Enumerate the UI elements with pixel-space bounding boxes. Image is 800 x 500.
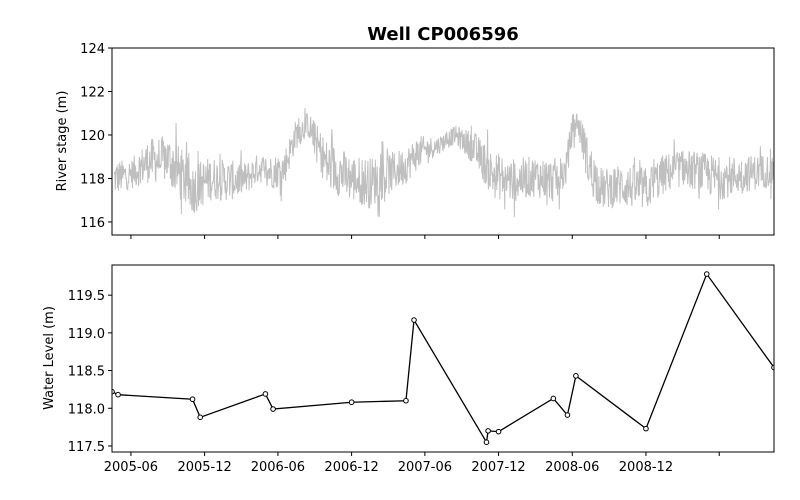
water-level-point — [703, 271, 710, 277]
y-tick-label: 122 — [80, 85, 105, 100]
water-level-axes-frame — [111, 264, 775, 453]
river-stage-y-axis-label: River stage (m) — [55, 91, 70, 192]
river-stage-line — [113, 108, 774, 218]
water-level-series — [112, 271, 774, 445]
water-level-line — [112, 272, 774, 445]
water-level-point — [197, 414, 203, 421]
y-tick-label: 124 — [80, 42, 105, 57]
y-tick-label: 120 — [80, 129, 105, 144]
river-stage-y-ticks: 116 118 120 122 124 — [80, 42, 112, 231]
y-tick-label: 118 — [80, 172, 105, 187]
river-stage-axes-frame — [111, 47, 775, 236]
x-tick-label: 2006-06 — [251, 460, 305, 475]
water-level-point — [483, 439, 490, 445]
water-level-point — [550, 395, 557, 402]
y-tick-label: 118.0 — [68, 402, 105, 417]
water-level-y-axis-label: Water Level (m) — [42, 306, 57, 410]
water-level-y-ticks: 117.5 118.0 118.5 119.0 119.5 — [68, 289, 112, 455]
x-tick-label: 2008-06 — [545, 460, 599, 475]
water-level-point — [411, 317, 417, 323]
chart-title: Well CP006596 — [367, 24, 519, 45]
water-level-x-ticks: 2005-06 2005-12 2006-06 2006-12 2007-06 2007-… — [104, 452, 720, 475]
water-level-point — [485, 428, 491, 434]
water-level-point — [771, 364, 774, 371]
x-tick-label: 2006-12 — [324, 460, 378, 475]
water-level-point — [348, 399, 355, 406]
y-tick-label: 119.0 — [68, 327, 105, 342]
water-level-point — [564, 412, 571, 418]
x-tick-label: 2007-12 — [471, 460, 525, 475]
river-stage-panel: 116 118 120 122 124 River stage (m) — [55, 42, 775, 239]
x-tick-label: 2008-12 — [619, 460, 673, 475]
water-level-point — [115, 391, 121, 398]
water-level-point — [270, 406, 276, 412]
river-stage-x-ticks — [130, 235, 720, 239]
y-tick-label: 119.5 — [68, 289, 105, 304]
water-level-point — [403, 397, 409, 404]
x-tick-label: 2007-06 — [398, 460, 452, 475]
x-tick-label: 2005-06 — [104, 460, 158, 475]
water-level-point — [112, 388, 115, 395]
y-tick-label: 116 — [80, 216, 105, 231]
water-level-point — [262, 391, 269, 397]
river-stage-series — [113, 108, 774, 218]
water-level-point — [495, 428, 502, 435]
water-level-point — [643, 425, 649, 432]
x-tick-label: 2005-12 — [177, 460, 231, 475]
y-tick-label: 117.5 — [68, 440, 105, 455]
y-tick-label: 118.5 — [68, 365, 105, 380]
water-level-panel: 117.5 118.0 118.5 119.0 119.5 2005-06 2005-12… — [42, 264, 775, 475]
water-level-point — [573, 373, 579, 379]
water-level-point — [189, 396, 196, 403]
